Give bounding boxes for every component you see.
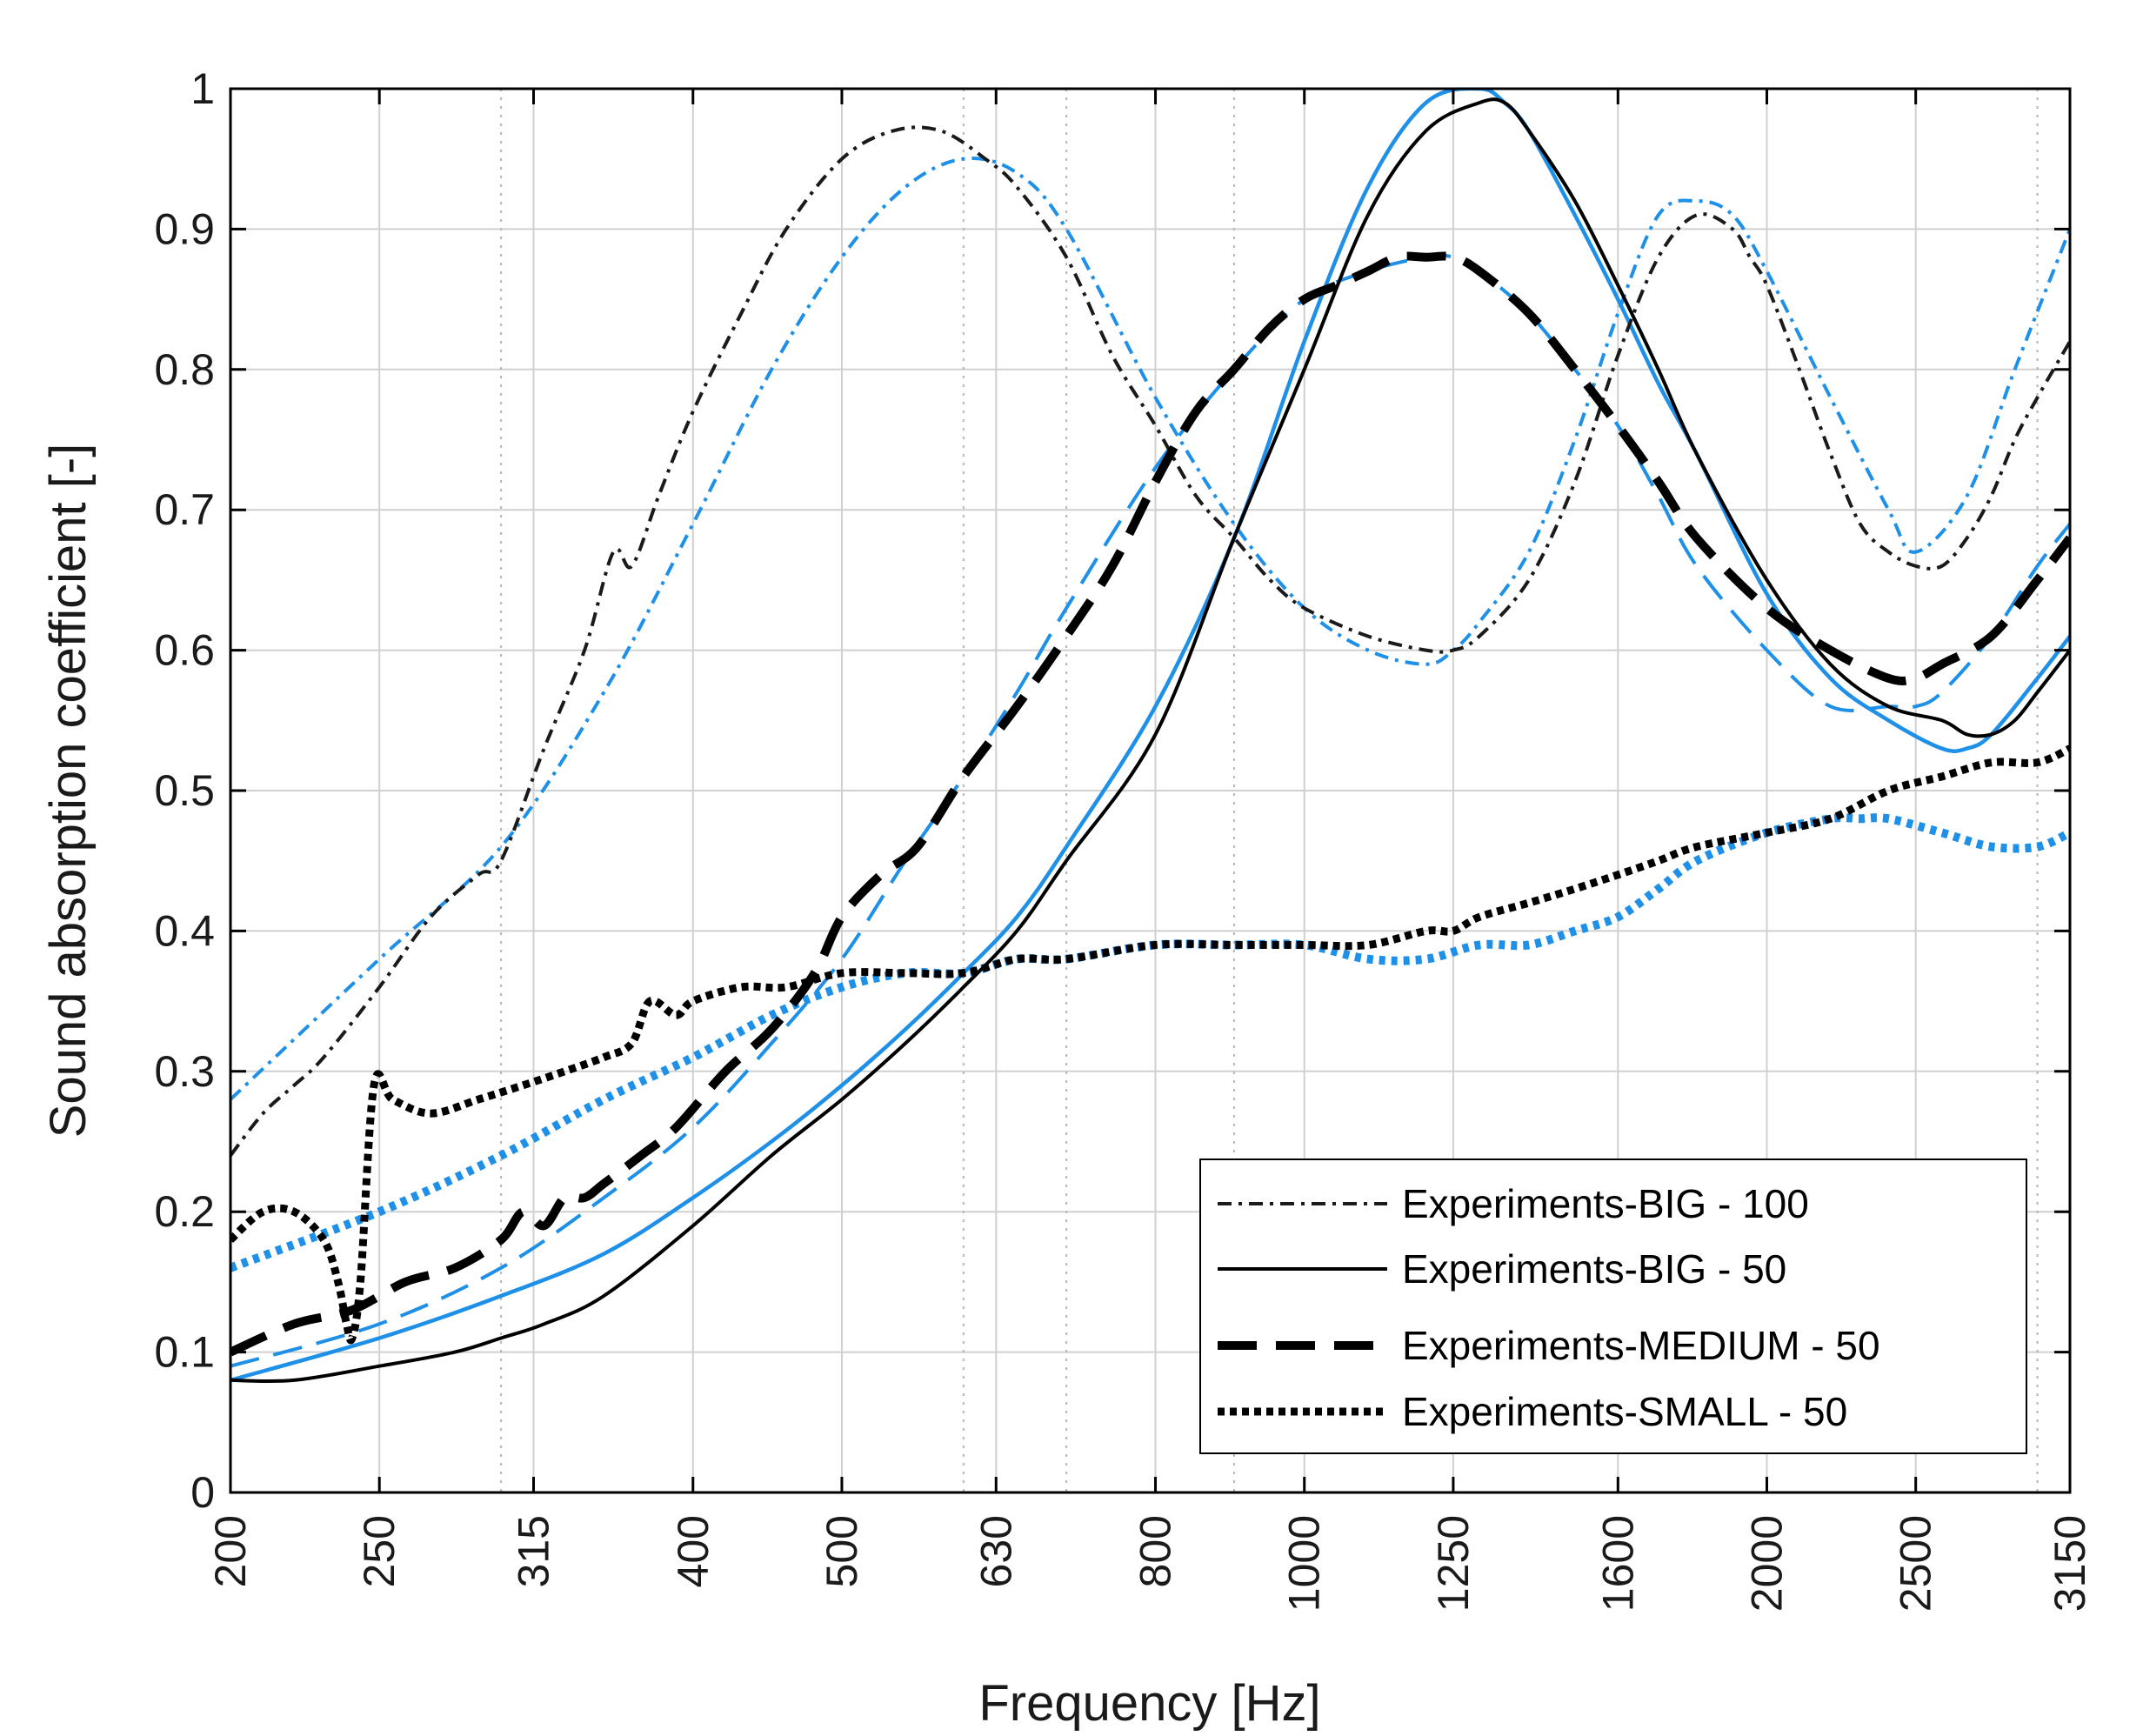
x-tick-label: 1000 bbox=[1280, 1515, 1329, 1612]
x-tick-label: 3150 bbox=[2046, 1515, 2094, 1612]
y-tick-label: 0.1 bbox=[154, 1328, 215, 1377]
y-axis-label: Sound absorption coefficient [-] bbox=[40, 444, 97, 1138]
series-layer bbox=[230, 89, 2070, 1384]
x-axis-label: Frequency [Hz] bbox=[978, 1675, 1320, 1732]
y-tick-label: 0.4 bbox=[154, 906, 215, 955]
x-tick-label: 2500 bbox=[1892, 1515, 1940, 1612]
series-line-model-small-50 bbox=[230, 813, 2070, 1272]
y-tick-label: 0.3 bbox=[154, 1047, 215, 1096]
series-line-experiments-big-100 bbox=[230, 125, 2070, 1157]
x-tick-label: 315 bbox=[509, 1515, 557, 1587]
x-tick-label: 250 bbox=[355, 1515, 404, 1587]
legend-label-big-100: Experiments-BIG - 100 bbox=[1402, 1181, 1809, 1226]
legend: Experiments-BIG - 100 Experiments-BIG - … bbox=[1199, 1158, 2027, 1454]
legend-label-small-50: Experiments-SMALL - 50 bbox=[1402, 1389, 1847, 1434]
series-line-experiments-big-50 bbox=[230, 97, 2070, 1384]
x-tick-label: 630 bbox=[971, 1515, 1020, 1587]
x-tick-label: 1600 bbox=[1593, 1515, 1642, 1612]
y-tick-label: 0.2 bbox=[154, 1187, 215, 1236]
series-line-model-big-50 bbox=[230, 89, 2070, 1383]
series-line-model-big-100 bbox=[230, 157, 2070, 1101]
y-tick-label: 0.5 bbox=[154, 766, 215, 815]
x-tick-label: 400 bbox=[669, 1515, 718, 1587]
y-tick-label: 0.6 bbox=[154, 626, 215, 675]
tick-layer: 0 0.1 0.2 0.3 0.4 0.5 0.6 0.7 0.8 0.9 1 200 250 315 40… bbox=[154, 64, 2094, 1612]
x-tick-label: 1250 bbox=[1429, 1515, 1478, 1612]
y-tick-label: 0.9 bbox=[154, 204, 215, 253]
x-tick-label: 500 bbox=[818, 1515, 866, 1587]
y-tick-label: 0.7 bbox=[154, 485, 215, 534]
x-tick-label: 800 bbox=[1132, 1515, 1180, 1587]
y-tick-label: 0 bbox=[190, 1468, 215, 1517]
x-tick-label: 2000 bbox=[1743, 1515, 1792, 1612]
x-tick-label: 200 bbox=[206, 1515, 255, 1587]
series-line-model-medium-50 bbox=[230, 253, 2070, 1368]
legend-label-big-50: Experiments-BIG - 50 bbox=[1402, 1246, 1786, 1292]
legend-box bbox=[1199, 1158, 2027, 1454]
y-tick-label: 1 bbox=[190, 64, 215, 113]
y-tick-label: 0.8 bbox=[154, 345, 215, 394]
legend-label-medium-50: Experiments-MEDIUM - 50 bbox=[1402, 1323, 1880, 1368]
